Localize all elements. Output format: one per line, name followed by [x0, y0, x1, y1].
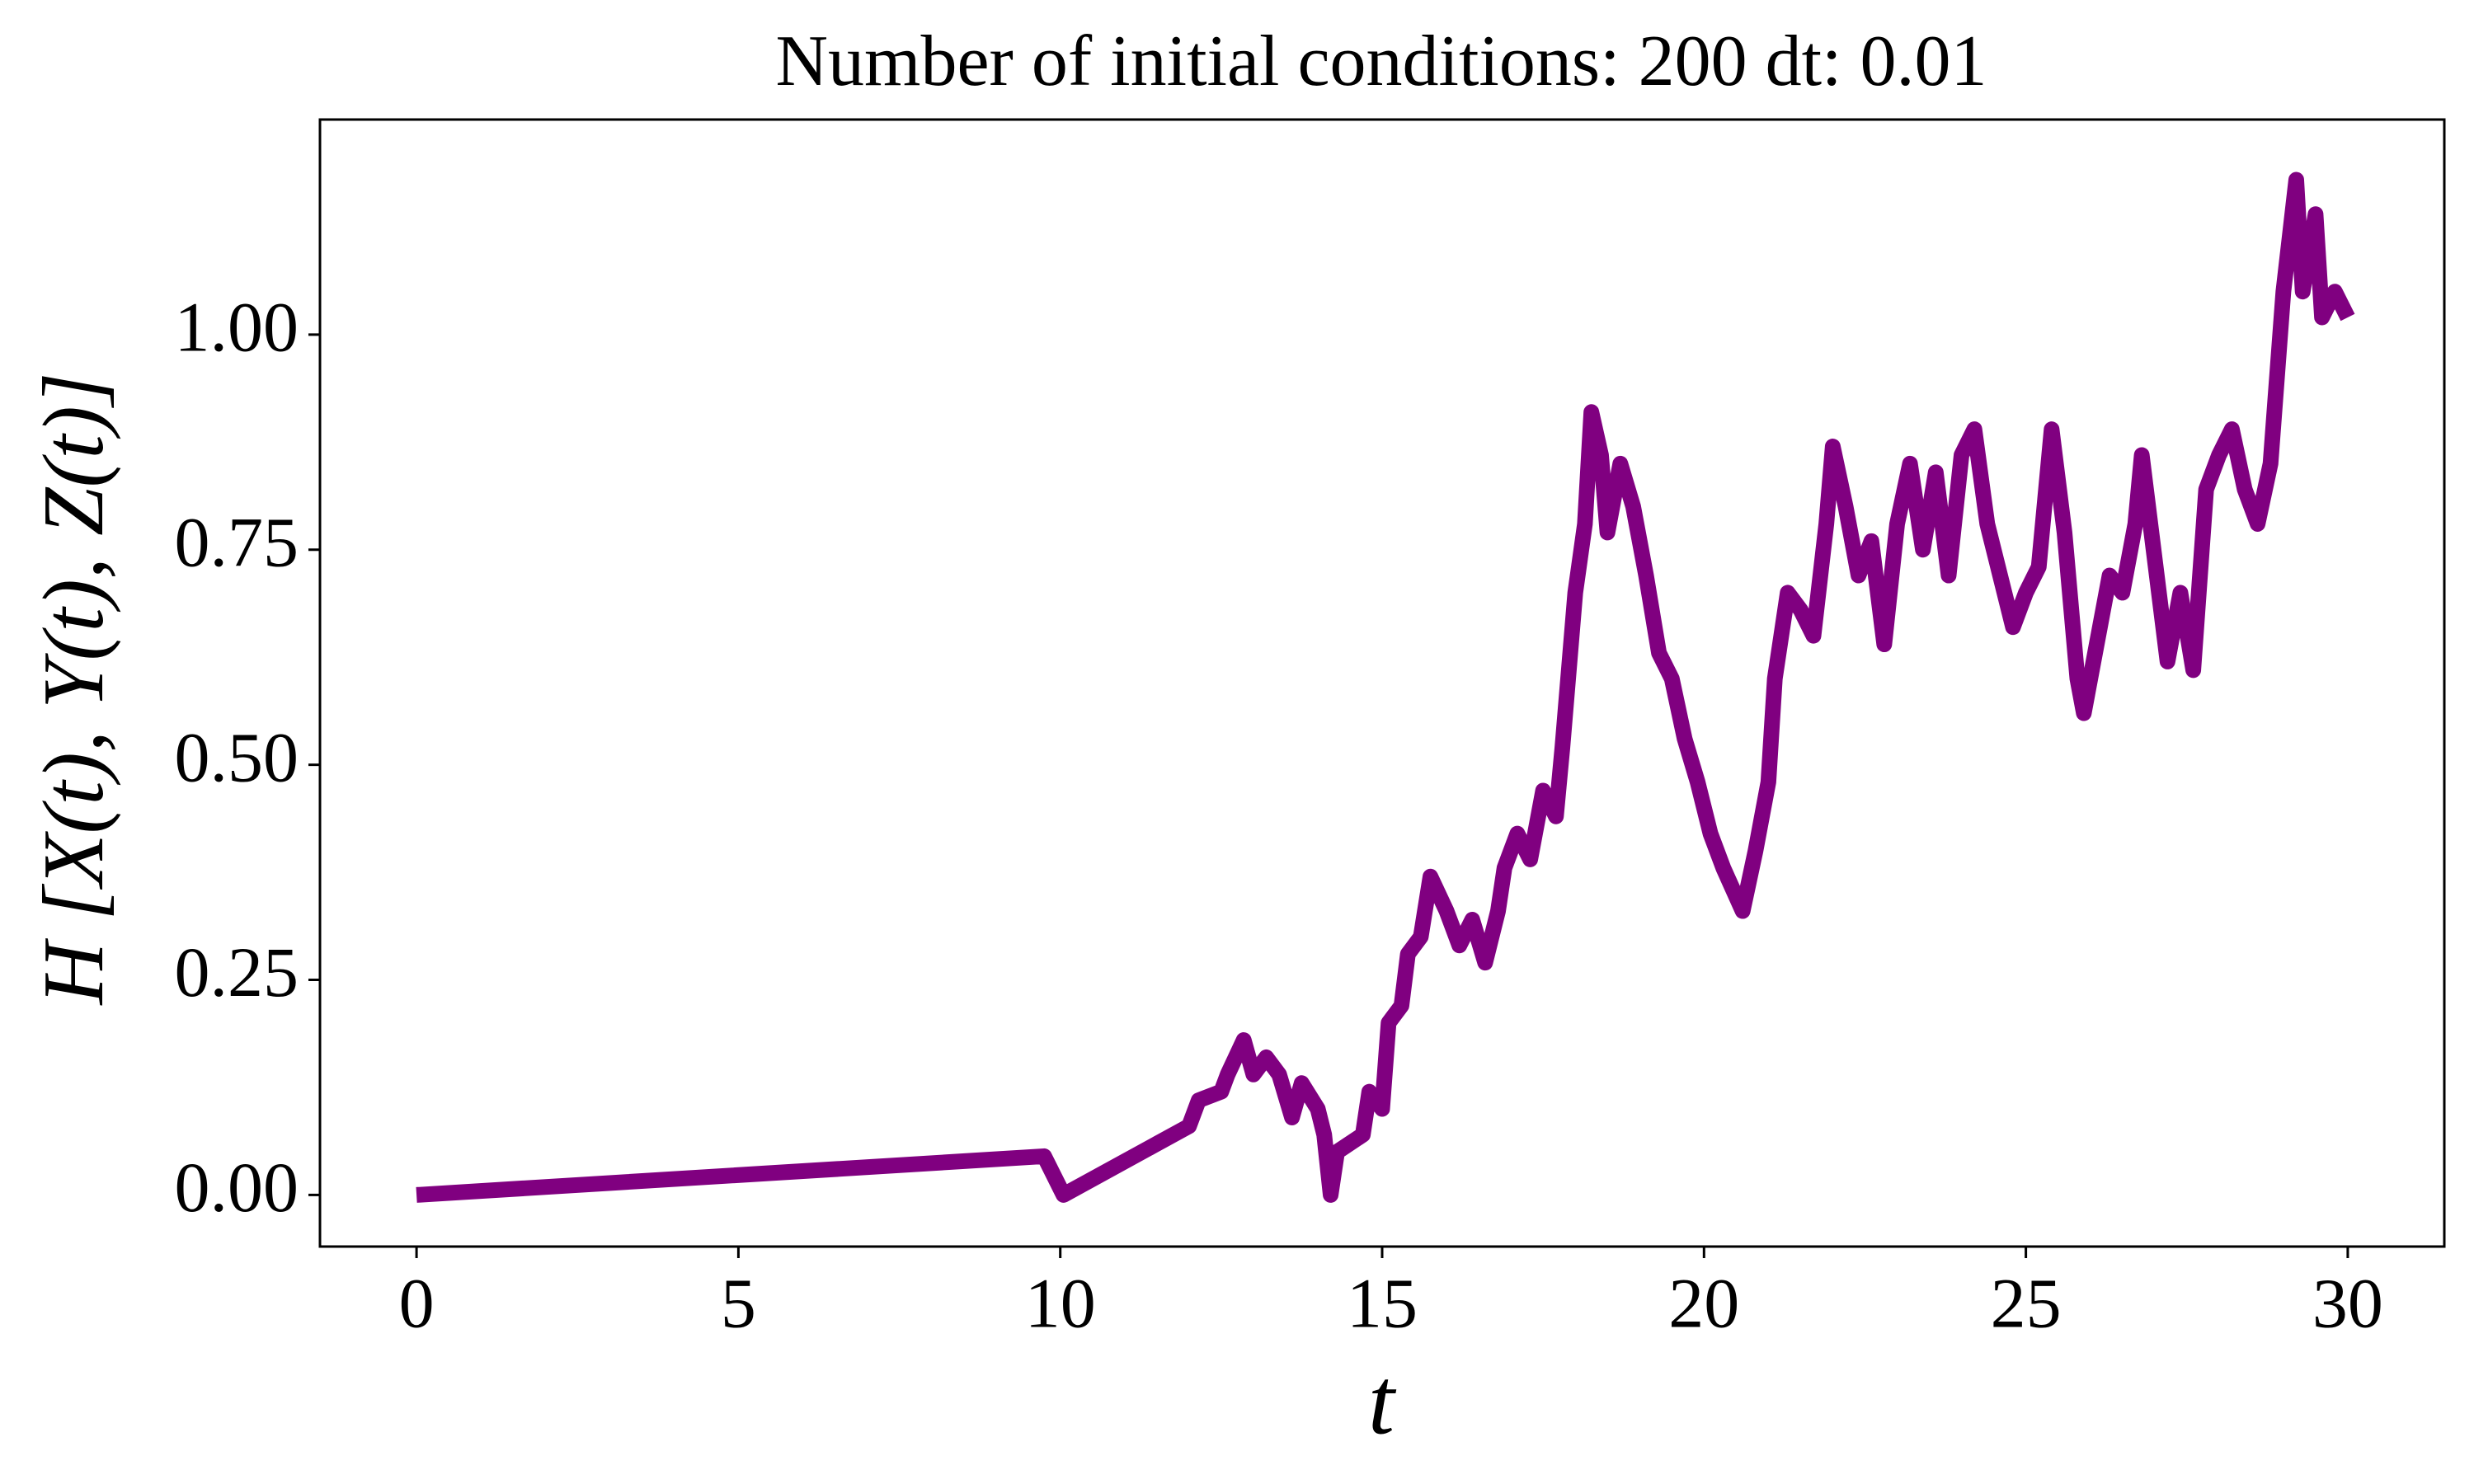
y-tick-label: 0.00	[175, 1148, 299, 1227]
x-tick-label: 0	[399, 1264, 435, 1343]
x-tick-label: 20	[1668, 1264, 1739, 1343]
plot-frame	[318, 118, 2446, 1248]
x-tick-label: 15	[1347, 1264, 1418, 1343]
y-tick-label: 0.25	[175, 932, 299, 1012]
x-tick-label: 25	[1991, 1264, 2062, 1343]
x-tick-label: 30	[2312, 1264, 2383, 1343]
x-axis-label: t	[1368, 1349, 1397, 1453]
y-tick-label: 0.50	[175, 717, 299, 796]
x-tick-label: 10	[1025, 1264, 1096, 1343]
y-tick-label: 0.75	[175, 502, 299, 581]
y-axis-label: H [X(t), Y(t), Z(t)]	[25, 372, 121, 1006]
data-line	[416, 171, 2355, 1203]
chart-title: Number of initial conditions: 200 dt: 0.…	[776, 21, 1987, 101]
y-tick-label: 1.00	[175, 288, 299, 367]
x-tick-label: 5	[721, 1264, 756, 1343]
